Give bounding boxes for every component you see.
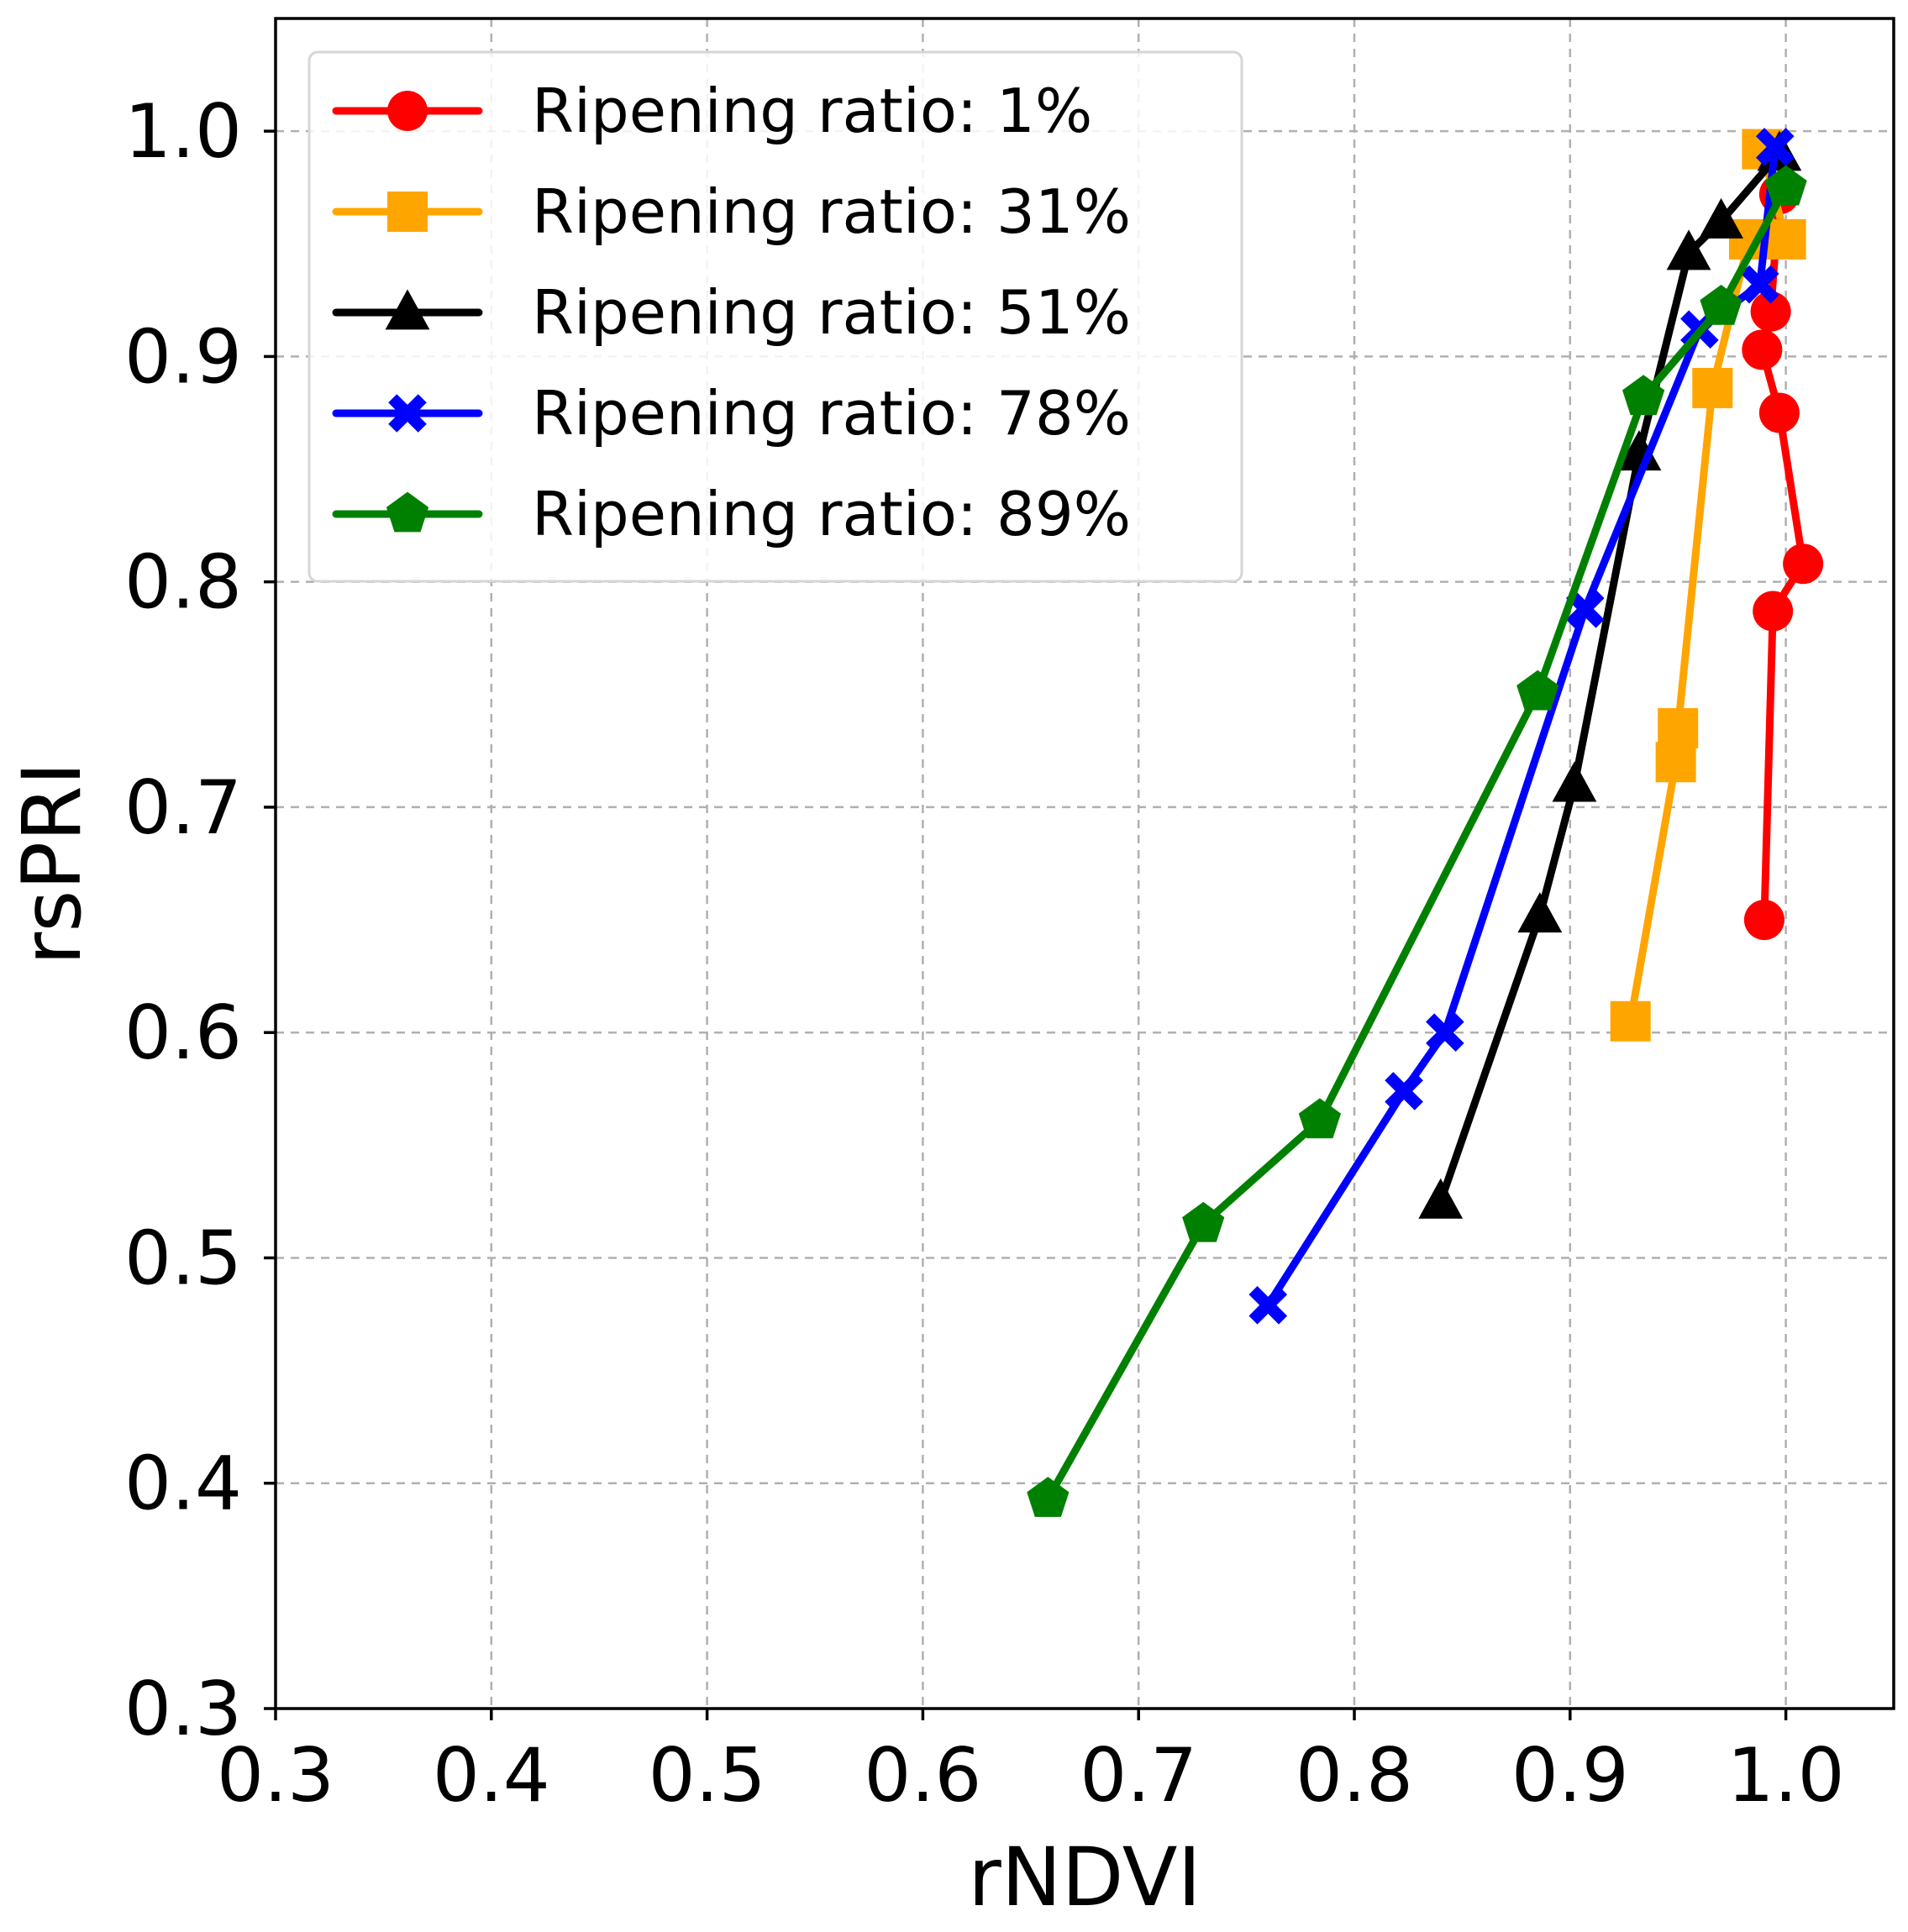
x-tick-label: 1.0 [1727,1732,1845,1819]
data-point [1655,742,1696,783]
legend-label: Ripening ratio: 31% [532,176,1131,247]
data-point [1298,1098,1342,1139]
series-5 [1027,165,1807,1517]
data-point [1516,669,1559,711]
legend-marker [387,91,428,131]
y-tick-label: 0.4 [124,1441,242,1527]
data-point [1740,265,1779,304]
data-point [1783,543,1824,585]
x-tick-label: 0.8 [1296,1732,1413,1819]
legend-marker [388,394,427,433]
legend-item: Ripening ratio: 31% [332,176,1131,247]
legend: Ripening ratio: 1% Ripening ratio: 31% Rip… [307,50,1243,583]
data-point [1692,367,1733,408]
y-tick-label: 0.6 [124,990,242,1076]
data-point [1666,229,1711,270]
y-axis-label: rsPRI [5,762,99,965]
legend-item: Ripening ratio: 51% [332,277,1131,348]
legend-item: Ripening ratio: 89% [332,479,1131,549]
data-point [1552,761,1597,802]
data-point [1742,329,1783,370]
data-point [1610,1000,1651,1042]
legend-marker [386,491,429,533]
legend-label: Ripening ratio: 78% [532,378,1131,449]
data-point [1385,1072,1423,1110]
x-tick-label: 0.3 [217,1732,334,1819]
data-point [1616,430,1662,471]
x-tick-label: 0.9 [1511,1732,1629,1819]
y-tick-label: 0.8 [124,539,242,626]
data-point [1743,900,1784,941]
data-point [1753,591,1794,632]
data-point [1765,218,1806,260]
data-point [1426,1013,1464,1052]
legend-item: Ripening ratio: 1% [332,76,1092,146]
x-tick-label: 0.5 [649,1732,766,1819]
x-tick-label: 0.7 [1080,1732,1197,1819]
data-point [1758,392,1800,433]
legend-marker [385,289,430,330]
x-axis-label: rNDVI [968,1830,1201,1924]
data-point [1700,284,1742,325]
data-point [1750,291,1791,332]
data-point [1764,165,1807,206]
data-point [1565,590,1605,628]
legend-box [307,50,1243,583]
y-tick-label: 0.3 [124,1666,242,1752]
legend-item: Ripening ratio: 78% [332,378,1131,449]
data-point [1699,197,1743,239]
y-tick-label: 1.0 [124,88,242,175]
data-point [1755,128,1795,166]
data-point [1517,892,1563,933]
data-point [1182,1201,1225,1242]
x-tick-label: 0.4 [433,1732,550,1819]
plot-frame [274,17,1895,1710]
series-1 [1742,174,1824,941]
data-point [1418,1178,1464,1219]
data-point [1248,1286,1288,1325]
data-point [1027,1477,1070,1517]
axis-ticks: 0.3 0.4 0.5 0.6 0.7 0.8 0.9 1.0 0.3 0.4 0.5 0.6 0.7 0… [124,88,1845,1819]
legend-marker [387,192,428,232]
x-tick-label: 0.6 [864,1732,981,1819]
data-point [1658,708,1699,749]
legend-label: Ripening ratio: 89% [532,479,1131,549]
y-tick-label: 0.9 [124,313,242,400]
y-tick-label: 0.5 [124,1215,242,1301]
series-layer [1027,128,1824,1517]
legend-label: Ripening ratio: 51% [532,277,1131,348]
legend-label: Ripening ratio: 1% [532,76,1092,146]
data-point [1622,375,1665,416]
y-tick-label: 0.7 [124,764,242,851]
